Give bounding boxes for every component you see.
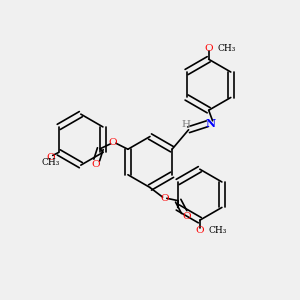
Text: O: O [46, 153, 55, 162]
Text: N: N [205, 118, 215, 129]
Text: O: O [204, 44, 213, 53]
Text: CH₃: CH₃ [217, 44, 236, 53]
Text: O: O [182, 212, 191, 221]
Text: CH₃: CH₃ [208, 226, 226, 235]
Text: O: O [109, 137, 117, 146]
Text: O: O [160, 194, 169, 203]
Text: O: O [196, 226, 204, 235]
Text: O: O [92, 160, 100, 169]
Text: CH₃: CH₃ [41, 158, 59, 167]
Text: H: H [181, 120, 190, 129]
